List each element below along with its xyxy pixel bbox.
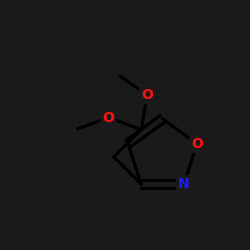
Text: O: O (191, 137, 203, 151)
Text: O: O (102, 110, 114, 124)
Text: O: O (141, 88, 153, 102)
Text: N: N (178, 177, 190, 191)
